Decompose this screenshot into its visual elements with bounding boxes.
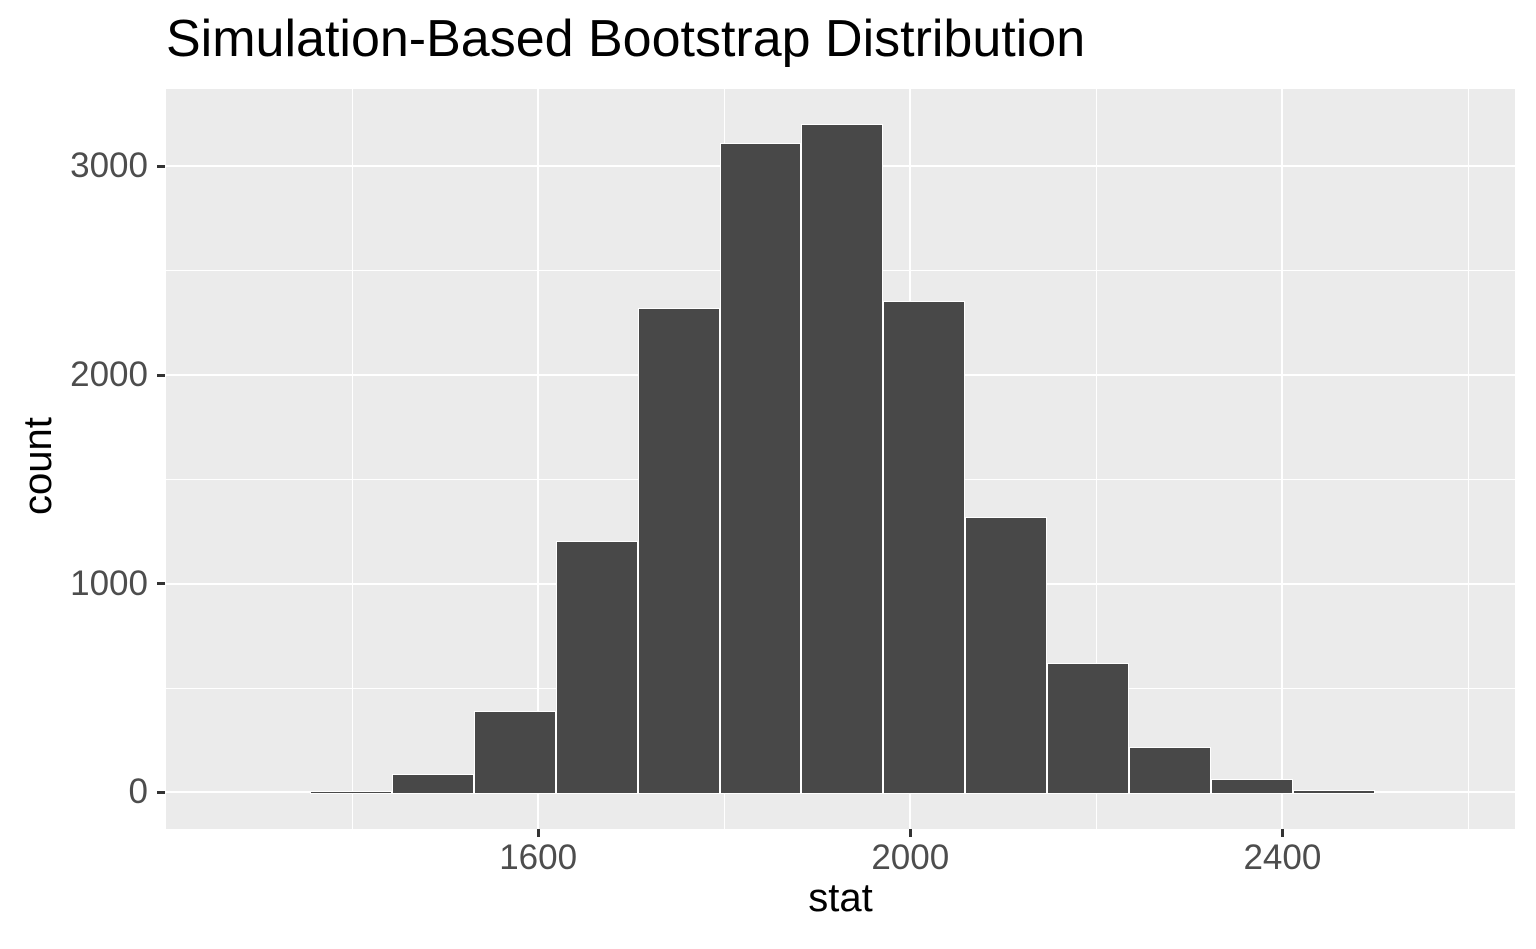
x-tick-mark bbox=[908, 829, 912, 837]
y-tick-label: 1000 bbox=[70, 563, 148, 603]
x-minor-gridline bbox=[1095, 89, 1097, 829]
histogram-bar bbox=[473, 711, 556, 794]
histogram-bar bbox=[801, 123, 884, 794]
histogram-bar bbox=[965, 517, 1048, 794]
y-tick-label: 0 bbox=[128, 772, 148, 812]
y-tick-mark bbox=[157, 164, 165, 168]
x-tick-label: 2400 bbox=[1243, 838, 1322, 877]
histogram-bar bbox=[1292, 789, 1375, 794]
x-major-gridline bbox=[537, 89, 540, 829]
x-tick-mark bbox=[536, 829, 540, 837]
y-tick-mark bbox=[157, 373, 165, 377]
x-tick-mark bbox=[1280, 829, 1284, 837]
plot-panel bbox=[166, 89, 1515, 829]
y-axis-title: count bbox=[16, 417, 60, 515]
x-major-gridline bbox=[1281, 89, 1284, 829]
y-tick-label: 3000 bbox=[70, 146, 148, 186]
x-tick-label: 1600 bbox=[499, 838, 578, 877]
x-minor-gridline bbox=[1467, 89, 1469, 829]
histogram-bar bbox=[1210, 778, 1293, 794]
x-axis-title: stat bbox=[808, 876, 873, 920]
plot-title: Simulation-Based Bootstrap Distribution bbox=[166, 10, 1086, 68]
histogram-bar bbox=[392, 773, 474, 794]
y-tick-label: 2000 bbox=[70, 355, 148, 395]
histogram-bar bbox=[637, 308, 720, 794]
x-tick-label: 2000 bbox=[871, 838, 950, 877]
histogram-bar bbox=[1047, 663, 1129, 794]
histogram-bar bbox=[719, 143, 802, 794]
x-minor-gridline bbox=[351, 89, 353, 829]
histogram-bar bbox=[310, 790, 393, 794]
histogram-bar bbox=[555, 541, 638, 794]
y-tick-mark bbox=[157, 582, 165, 586]
histogram-bar bbox=[1128, 746, 1211, 794]
y-tick-mark bbox=[157, 790, 165, 794]
histogram-bar bbox=[883, 301, 966, 794]
